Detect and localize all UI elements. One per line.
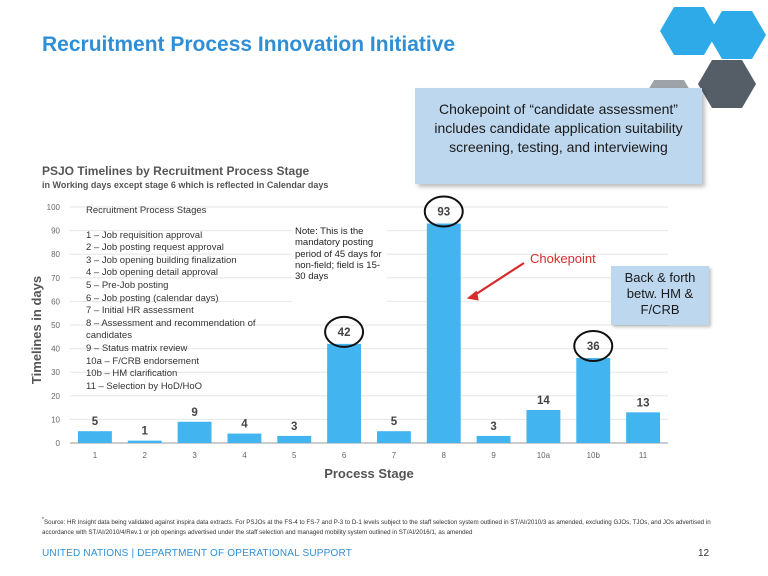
y-tick-label: 40 — [51, 345, 60, 354]
hexagon-icon — [660, 7, 718, 55]
hexagon-icon — [698, 60, 756, 108]
stage-item: 6 – Job posting (calendar days) — [86, 292, 219, 304]
footer-org: UNITED NATIONS | DEPARTMENT OF OPERATION… — [42, 548, 353, 559]
x-tick-label: 5 — [292, 451, 297, 460]
bar-3 — [177, 421, 212, 443]
stage-item: 9 – Status matrix review — [86, 342, 188, 354]
y-tick-label: 90 — [51, 227, 60, 236]
y-tick-label: 10 — [51, 415, 60, 424]
highlight-circle — [573, 330, 614, 363]
chart-title: PSJO Timelines by Recruitment Process St… — [42, 164, 310, 178]
stage-item: 5 – Pre-Job posting — [86, 279, 169, 291]
data-label-10a: 14 — [537, 395, 550, 407]
hexagon-icon — [708, 11, 766, 59]
x-tick-label: 7 — [392, 451, 397, 460]
stages-legend: Recruitment Process Stages 1 – Job requi… — [86, 205, 286, 393]
x-tick-label: 2 — [143, 451, 148, 460]
data-label-9: 3 — [490, 421, 496, 433]
posting-period-note: Note: This is the mandatory posting peri… — [292, 224, 387, 305]
stage-item: 7 – Initial HR assessment — [86, 305, 194, 317]
stage-item: 11 – Selection by HoD/HoO — [86, 380, 202, 392]
y-tick-label: 50 — [51, 321, 60, 330]
bar-6 — [327, 343, 362, 443]
x-tick-label: 8 — [442, 451, 447, 460]
arrow-head-icon — [466, 290, 479, 301]
data-label-3: 9 — [191, 407, 197, 419]
x-tick-label: 6 — [342, 451, 347, 460]
footnote-marker: * — [42, 517, 45, 523]
y-tick-label: 60 — [51, 297, 60, 306]
data-label-1: 5 — [92, 416, 99, 428]
hexagon-decoration — [640, 7, 766, 128]
bar-4 — [227, 433, 262, 443]
bar-5 — [277, 435, 312, 443]
chokepoint-arrow — [470, 262, 525, 299]
stage-item: 2 – Job posting request approval — [86, 242, 224, 254]
page-title: Recruitment Process Innovation Initiativ… — [42, 33, 456, 56]
highlight-circle — [324, 315, 365, 348]
x-tick-label: 3 — [192, 451, 197, 460]
stage-item: 3 – Job opening building finalization — [86, 254, 237, 266]
bar-10b — [576, 358, 611, 443]
y-tick-label: 30 — [51, 368, 60, 377]
bar-11 — [626, 412, 661, 443]
x-tick-label: 11 — [639, 451, 648, 460]
y-tick-label: 100 — [47, 203, 61, 212]
data-label-8: 93 — [437, 207, 450, 219]
bar-9 — [476, 435, 511, 443]
data-label-11: 13 — [637, 397, 650, 409]
data-label-7: 5 — [391, 416, 398, 428]
y-tick-label: 20 — [51, 392, 60, 401]
bar-8 — [426, 223, 461, 443]
x-tick-label: 10b — [587, 451, 601, 460]
stage-item: 10a – F/CRB endorsement — [86, 355, 200, 367]
footnote-text: Source: HR Insight data being validated … — [42, 519, 711, 537]
y-tick-label: 70 — [51, 274, 60, 283]
data-label-6: 42 — [338, 327, 351, 339]
stage-item: 1 – Job requisition approval — [86, 229, 203, 241]
y-axis-label: Timelines in days — [29, 276, 44, 384]
x-tick-label: 10a — [537, 451, 551, 460]
stage-item: 4 – Job opening detail approval — [86, 267, 219, 279]
x-tick-label: 9 — [491, 451, 496, 460]
chart-subtitle: in Working days except stage 6 which is … — [42, 180, 329, 190]
footnote: *Source: HR Insight data being validated… — [42, 515, 722, 538]
bar-7 — [376, 431, 411, 443]
bar-10a — [526, 409, 561, 443]
stages-heading: Recruitment Process Stages — [86, 205, 207, 216]
data-label-10b: 36 — [587, 341, 600, 353]
bar-1 — [77, 431, 112, 443]
chokepoint-label: Chokepoint — [530, 251, 596, 266]
y-tick-label: 80 — [51, 250, 60, 259]
x-tick-label: 1 — [93, 451, 98, 460]
back-forth-callout: Back & forth betw. HM & F/CRB — [611, 266, 709, 325]
stage-item: 8 – Assessment and recommendation of can… — [86, 317, 256, 342]
data-label-5: 3 — [291, 421, 297, 433]
data-label-2: 1 — [142, 426, 149, 438]
data-label-4: 4 — [241, 419, 248, 431]
y-tick-label: 0 — [56, 439, 61, 448]
page-number: 12 — [698, 548, 710, 559]
x-axis-label: Process Stage — [324, 466, 414, 481]
bar-2 — [127, 440, 162, 443]
highlight-circle — [423, 195, 464, 228]
chokepoint-callout: Chokepoint of “candidate assessment” inc… — [415, 88, 702, 184]
x-tick-label: 4 — [242, 451, 247, 460]
stage-item: 10b – HM clarification — [86, 368, 178, 380]
